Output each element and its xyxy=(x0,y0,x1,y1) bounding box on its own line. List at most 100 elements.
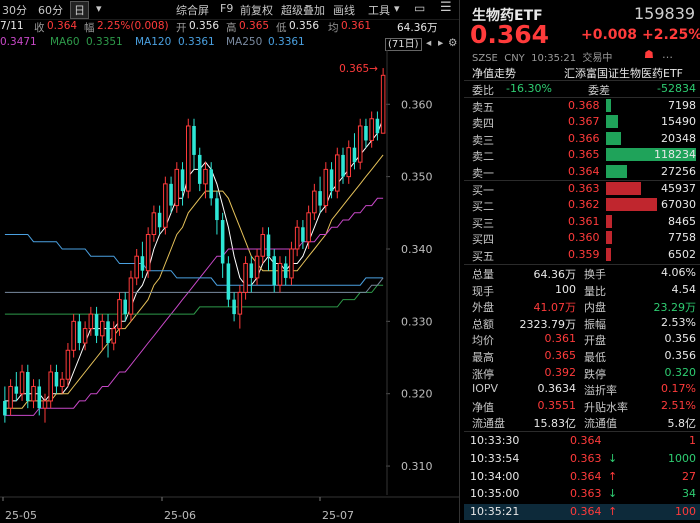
candle-body xyxy=(215,198,219,221)
candle-body xyxy=(106,321,110,344)
period-30min-button[interactable]: 30分 xyxy=(2,4,27,17)
bid-level-row[interactable]: 买二 0.362 67030 xyxy=(464,197,700,213)
price-change-pct: +2.25% xyxy=(642,27,700,43)
level-volume-bar xyxy=(606,131,621,145)
tick-time: 10:34:00 xyxy=(470,469,520,483)
candle-body xyxy=(88,313,94,330)
ask-level-row[interactable]: 卖四 0.367 15490 xyxy=(464,114,700,130)
price-change: +0.008 xyxy=(581,27,638,43)
super-overlay-button[interactable]: 超级叠加 xyxy=(281,4,325,17)
stat-label: 净值 xyxy=(472,400,494,414)
tick-volume: 100 xyxy=(675,505,696,519)
ma250-value: 0.3361 xyxy=(268,36,305,48)
period-60min-button[interactable]: 60分 xyxy=(38,4,63,17)
stat-label: 量比 xyxy=(584,284,606,298)
ask-level-row[interactable]: 卖三 0.366 20348 xyxy=(464,131,700,147)
window-icon[interactable]: ▭ xyxy=(414,1,426,15)
watch-flag-icon[interactable]: ☗ xyxy=(644,48,654,61)
ohlc-info-line: 7/11 收 0.364 幅 2.25%(0.008) 开 0.356 高 0.… xyxy=(0,19,460,35)
level-volume-bar xyxy=(606,164,627,178)
more-icon[interactable]: … xyxy=(662,48,673,61)
candle-body xyxy=(100,320,105,337)
panel-divider xyxy=(459,0,460,523)
ma250-label: MA250 xyxy=(226,36,263,48)
level-volume-bar xyxy=(606,231,612,245)
change-label: 幅 xyxy=(84,22,95,34)
bid-level-row[interactable]: 买一 0.363 45937 xyxy=(464,181,700,197)
level-volume: 45937 xyxy=(661,182,696,195)
candle-body xyxy=(14,386,19,394)
exchange-status: SZSE CNY 10:35:21 交易中 xyxy=(472,53,613,64)
tools-button[interactable]: 工具 xyxy=(368,4,390,17)
x-tick-label: 25-07 xyxy=(322,509,354,522)
stat-label: 流通值 xyxy=(584,417,617,431)
high-value: 0.365 xyxy=(239,20,270,32)
period-day-button[interactable]: 日 xyxy=(70,1,89,19)
high-marker-label: 0.365→ xyxy=(339,63,378,75)
y-tick-label: 0.310 xyxy=(401,460,433,473)
candle-body xyxy=(254,255,260,279)
tick-row: 10:34:00 0.364 ↑ 27 xyxy=(464,469,700,485)
y-tick-label: 0.320 xyxy=(401,388,433,401)
ask-level-row[interactable]: 卖一 0.364 27256 xyxy=(464,164,700,180)
bid-level-row[interactable]: 买三 0.361 8465 xyxy=(464,214,700,230)
settings-icon[interactable]: ⚙ xyxy=(448,37,458,49)
candle-body xyxy=(3,400,7,416)
level-label: 买三 xyxy=(472,216,494,230)
candle-body xyxy=(8,385,13,409)
stat-row: IOPV 0.3634 溢折率 0.17% xyxy=(464,381,700,397)
order-ratio-label: 委比 xyxy=(472,84,494,97)
f9-button[interactable]: F9 xyxy=(220,2,234,15)
dropdown-icon[interactable]: ▾ xyxy=(96,2,102,15)
level-label: 卖四 xyxy=(472,117,494,131)
candle-body xyxy=(220,220,225,264)
candle-body xyxy=(42,400,48,409)
tick-time: 10:35:00 xyxy=(470,487,520,501)
candle-body xyxy=(380,74,386,134)
more-menu-icon[interactable]: ☰ xyxy=(440,0,452,15)
nav-trend-link[interactable]: 净值走势 xyxy=(472,67,516,80)
ma60-label: MA60 xyxy=(50,36,80,48)
stat-value: 2.51% xyxy=(661,398,696,412)
stat-label: 总量 xyxy=(472,268,494,281)
tools-dropdown-icon[interactable]: ▾ xyxy=(394,2,400,15)
candle-body xyxy=(111,328,117,344)
candle-body xyxy=(283,263,288,278)
candle-body xyxy=(37,386,42,409)
quote-panel: 生物药ETF 159839 0.364 +0.008 +2.25% SZSE C… xyxy=(464,0,700,523)
bid-level-row[interactable]: 买五 0.359 6502 xyxy=(464,247,700,263)
level-volume: 6502 xyxy=(668,247,696,261)
tick-time: 10:35:21 xyxy=(470,505,520,519)
avg-value: 0.361 xyxy=(341,20,372,32)
stat-row: 最高 0.365 最低 0.356 xyxy=(464,348,700,364)
draw-line-button[interactable]: 画线 xyxy=(333,4,355,17)
candle-body xyxy=(249,263,254,278)
level-label: 买一 xyxy=(472,184,494,197)
range-badge[interactable]: (71日) xyxy=(385,38,422,51)
prev-arrow-icon[interactable]: ◂ xyxy=(426,37,432,49)
candle-body xyxy=(94,314,99,336)
candle-body xyxy=(65,349,71,380)
forward-adjust-button[interactable]: 前复权 xyxy=(240,4,273,17)
tick-price: 0.364 xyxy=(570,469,602,483)
next-arrow-icon[interactable]: ▸ xyxy=(438,37,444,49)
stat-label: 换手 xyxy=(584,268,606,281)
candle-body xyxy=(306,212,311,243)
candle-body xyxy=(329,169,334,192)
stat-label: 涨停 xyxy=(472,367,494,381)
stat-label: 总额 xyxy=(472,317,494,331)
candle-body xyxy=(272,256,277,286)
level-label: 卖五 xyxy=(472,101,494,114)
ma-partial-value: 0.3471 xyxy=(0,36,37,48)
ask-level-row[interactable]: 卖五 0.368 7198 xyxy=(464,98,700,114)
order-ratio-value: -16.30% xyxy=(506,82,552,95)
bid-level-row[interactable]: 买四 0.360 7758 xyxy=(464,230,700,246)
combined-screen-button[interactable]: 综合屏 xyxy=(176,4,209,17)
level-volume: 8465 xyxy=(668,214,696,228)
level-price: 0.368 xyxy=(568,99,600,112)
high-label: 高 xyxy=(226,22,237,34)
candlestick-chart[interactable]: 0.360 0.350 0.340 0.330 0.320 0.310 25-05 25-06… xyxy=(0,50,460,523)
stat-label: 流通盘 xyxy=(472,417,505,431)
level-volume: 15490 xyxy=(661,115,696,129)
ask-level-row[interactable]: 卖二 0.365 118234 xyxy=(464,147,700,163)
